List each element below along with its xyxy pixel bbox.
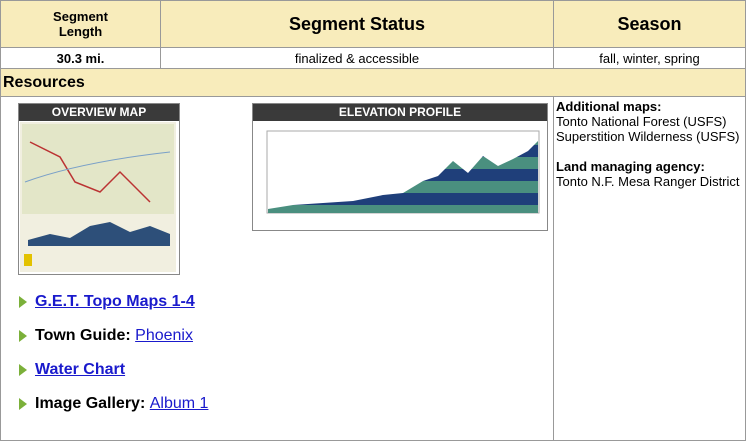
list-item: Town Guide: Phoenix	[19, 327, 193, 345]
header-cell: Segment Length	[1, 1, 161, 48]
resources-cell: OVERVIEW MAP ELEVATION PROFILE G.E.T. To…	[1, 97, 554, 441]
list-item: Image Gallery: Album 1	[19, 395, 208, 413]
link[interactable]: Phoenix	[135, 327, 193, 345]
map-entry: Tonto National Forest (USFS)	[556, 114, 743, 129]
header-text: Segment Length	[41, 9, 121, 39]
agency-title: Land managing agency:	[556, 159, 743, 174]
map-thumbnail	[20, 122, 176, 272]
bullet	[19, 398, 27, 410]
maps-title: Additional maps:	[556, 99, 743, 114]
length-cell: 30.3 mi.	[1, 48, 161, 69]
link[interactable]: Water Chart	[35, 361, 125, 379]
overview-map[interactable]: OVERVIEW MAP	[18, 103, 180, 275]
elevation-profile-title: ELEVATION PROFILE	[253, 104, 547, 121]
overview-map-title: OVERVIEW MAP	[19, 104, 179, 121]
profile-thumbnail	[253, 121, 545, 227]
header-cell: Season	[554, 1, 746, 48]
status-cell: finalized & accessible	[161, 48, 554, 69]
list-item: Water Chart	[19, 361, 125, 379]
elevation-profile[interactable]: ELEVATION PROFILE	[252, 103, 548, 231]
bullet	[19, 364, 27, 376]
bullet	[19, 296, 27, 308]
page: Segment Length Segment Status Season 30.…	[0, 0, 747, 443]
segment-table: Segment Length Segment Status Season 30.…	[0, 0, 746, 441]
bullet	[19, 330, 27, 342]
resources-header: Resources	[1, 69, 746, 97]
label: Image Gallery:	[35, 395, 145, 413]
label: Town Guide:	[35, 327, 131, 345]
link[interactable]: Album 1	[150, 395, 209, 413]
side-cell: Additional maps: Tonto National Forest (…	[554, 97, 746, 441]
list-item: G.E.T. Topo Maps 1-4	[19, 293, 195, 311]
season-cell: fall, winter, spring	[554, 48, 746, 69]
header-cell: Segment Status	[161, 1, 554, 48]
link[interactable]: G.E.T. Topo Maps 1-4	[35, 293, 195, 311]
agency: Tonto N.F. Mesa Ranger District	[556, 174, 743, 189]
map-entry: Superstition Wilderness (USFS)	[556, 129, 743, 144]
